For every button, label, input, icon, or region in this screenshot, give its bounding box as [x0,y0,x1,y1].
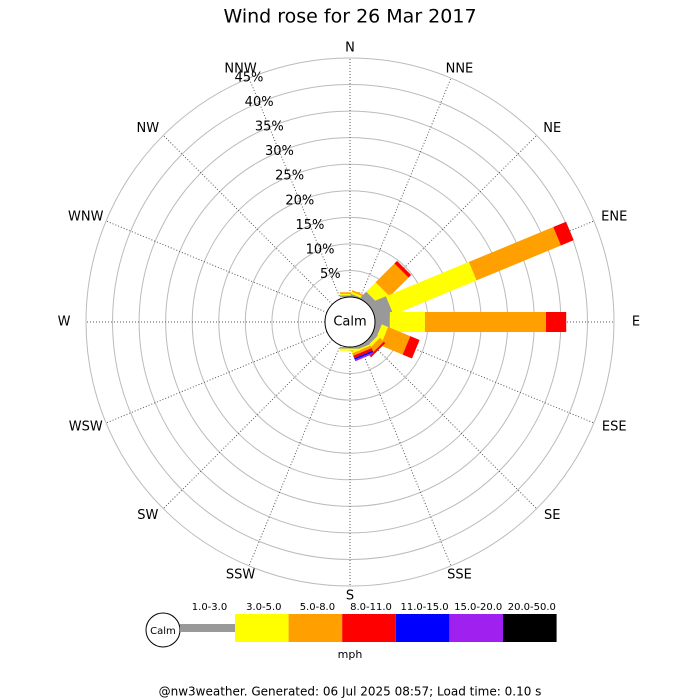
legend-swatch [288,614,343,642]
spoke [105,220,328,313]
bar-segment [340,347,360,349]
direction-label: WSW [69,419,103,434]
legend-swatch [449,614,503,642]
spoke [248,77,341,300]
grid-ring [85,57,615,587]
ring-label: 15% [295,218,324,233]
bar-segment [351,344,371,354]
direction-label: E [632,315,640,330]
spoke [162,134,333,305]
bar-segment [468,226,561,281]
spoke [359,344,452,567]
calm-label: Calm [333,315,366,330]
ring-label: 30% [265,144,294,159]
chart-title: Wind rose for 26 Mar 2017 [223,6,476,28]
spoke [105,331,328,424]
legend-label: 3.0-5.0 [246,602,281,613]
bar-segment [354,350,374,360]
direction-label: W [58,315,71,330]
legend-swatch [235,614,289,642]
spoke [162,339,333,510]
calm-circle [324,296,376,348]
bar-segment [354,352,374,362]
grid-ring [112,84,588,560]
bar-segment [553,221,574,246]
ring-label: 5% [320,267,341,282]
bar-segment [402,336,420,359]
bar-segment [340,348,360,351]
direction-label: ESE [602,419,627,434]
legend-swatch [342,614,396,642]
bar-segment [394,260,412,278]
direction-label: SSE [447,568,472,583]
bar-segment [546,312,567,332]
legend-swatch [395,614,450,642]
ring-label: 10% [306,242,335,257]
direction-label: SSW [226,568,256,583]
direction-label: S [346,589,354,604]
bar-segment [385,261,477,315]
ring-label: 20% [285,193,314,208]
legend-calm-label: Calm [150,626,176,637]
direction-label: N [345,41,355,56]
bar-segment [353,348,373,359]
direction-label: SE [544,508,560,523]
bar-segment [352,345,372,356]
legend-label: 5.0-8.0 [300,602,335,613]
spoke [359,77,452,300]
ring-label: 40% [245,95,274,110]
direction-label: NE [543,121,561,136]
ring-label: 45% [235,71,264,86]
legend-swatch [180,624,235,632]
bar-segment [424,312,547,332]
direction-label: NNE [446,61,474,76]
spoke [367,339,538,510]
footer: @nw3weather. Generated: 06 Jul 2025 08:5… [159,685,542,699]
direction-label: ENE [601,210,627,225]
direction-label: NW [136,121,159,136]
legend-label: 11.0-15.0 [401,602,449,613]
legend-label: 20.0-50.0 [508,602,556,613]
bar-segment [389,312,425,332]
direction-label: WNW [68,210,104,225]
legend-label: 15.0-20.0 [454,602,502,613]
spoke [248,344,341,567]
legend-swatch [503,614,557,642]
ring-label: 25% [275,169,304,184]
direction-label: NNW [224,61,256,76]
bar-segment [380,327,411,355]
legend-label: 8.0-11.0 [350,602,392,613]
bar-segment [375,263,409,297]
legend-label: 1.0-3.0 [192,602,227,613]
legend-unit: mph [338,648,363,661]
ring-label: 35% [255,120,284,135]
direction-label: SW [137,508,158,523]
